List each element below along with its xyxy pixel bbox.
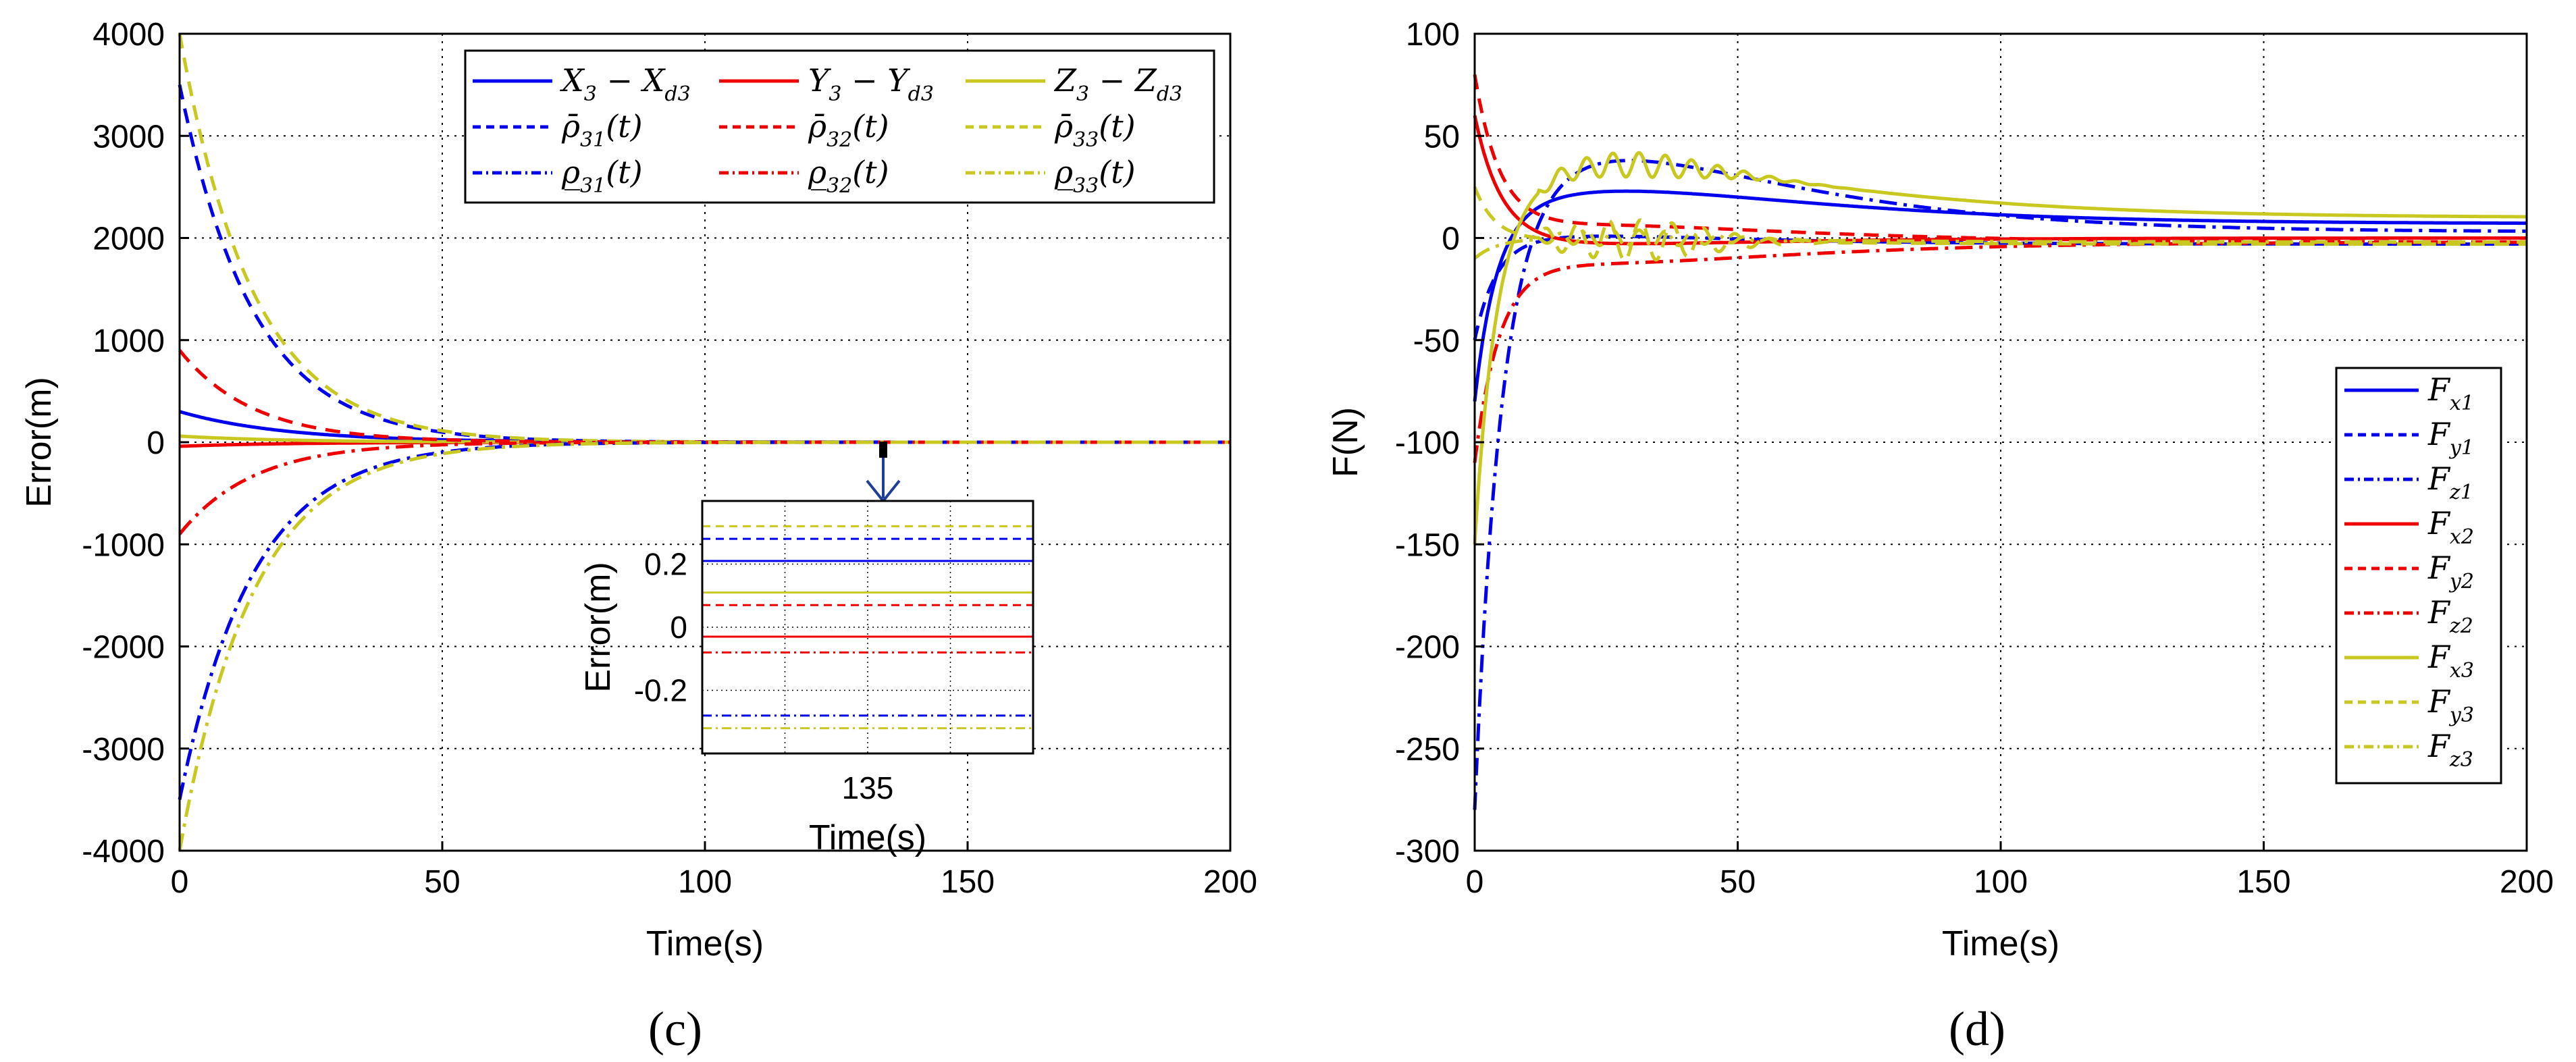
inset-ylabel: Error(m) — [579, 562, 618, 693]
x-tick-label: 150 — [941, 864, 995, 900]
legend-label-Fx1: Fx1 — [2427, 371, 2474, 415]
panel-c-legend-box — [464, 49, 1215, 204]
x-tick-label: 0 — [171, 864, 189, 900]
legend-label-Fz3: Fz3 — [2427, 728, 2473, 772]
series-line-Fx3 — [1473, 151, 2527, 545]
panel-c-ylabel: Error(m) — [20, 377, 59, 508]
y-tick-label: 0 — [1442, 221, 1460, 257]
legend-label-rho31l: ρ̲31(t) — [561, 154, 643, 198]
x-tick-label: 150 — [2236, 864, 2290, 900]
y-tick-label: 3000 — [93, 119, 165, 155]
inset-axes-box — [701, 500, 1034, 755]
y-tick-label: 100 — [1406, 17, 1460, 53]
y-tick-label: 4000 — [93, 17, 165, 53]
legend-label-rho31u: ρ̄31(t) — [561, 108, 643, 152]
panel-d-xlabel: Time(s) — [1942, 924, 2059, 963]
panel-c: 0 50 100 150 200 -4000 -3000 -2000 -1000 0 1000 20… — [20, 17, 1257, 1056]
y-tick-label: -4000 — [82, 834, 165, 870]
legend-label-Fy2: Fy2 — [2427, 550, 2474, 593]
inset-y-tick-label: 0 — [670, 610, 687, 645]
panel-c-caption: (c) — [648, 1002, 702, 1056]
y-tick-label: -300 — [1395, 834, 1460, 870]
y-tick-label: -200 — [1395, 630, 1460, 666]
panel-d-y-ticks: -300 -250 -200 -150 -100 -50 0 50 100 — [1395, 17, 1484, 870]
legend-label-Fx3: Fx3 — [2427, 639, 2474, 683]
x-tick-label: 100 — [1974, 864, 2028, 900]
y-tick-label: 50 — [1424, 119, 1460, 155]
series-line-Fz3 — [1473, 228, 2527, 260]
panel-d-lines — [1473, 74, 2527, 810]
inset-y-tick-label: -0.2 — [634, 673, 687, 708]
panel-d-legend-box — [2335, 367, 2502, 785]
y-tick-label: -2000 — [82, 630, 165, 666]
y-tick-label: 1000 — [93, 323, 165, 359]
x-tick-label: 50 — [1720, 864, 1756, 900]
x-tick-label: 0 — [1466, 864, 1484, 900]
legend-label-rho33l: ρ̲33(t) — [1054, 154, 1136, 198]
legend-label-Z3: Z3 − Zd3 — [1053, 62, 1182, 106]
panel-c-x-ticks: 0 50 100 150 200 — [171, 841, 1257, 900]
legend-label-rho33u: ρ̄33(t) — [1054, 108, 1136, 152]
series-line-X3 — [179, 410, 1230, 444]
legend-label-Fz1: Fz1 — [2427, 460, 2473, 504]
legend-label-Fy1: Fy1 — [2427, 416, 2474, 460]
legend-label-Y3: Y3 − Yd3 — [808, 62, 934, 106]
series-line-Fy3 — [1473, 186, 2527, 263]
x-tick-label: 50 — [424, 864, 460, 900]
x-tick-label: 200 — [1203, 864, 1257, 900]
panel-c-legend: X3 − Xd3 Y3 − Yd3 Z3 − Zd3 ρ̄31(t) ρ̄32(t) ρ̄… — [464, 49, 1215, 204]
y-tick-label: -1000 — [82, 527, 165, 563]
series-line-rho31l — [178, 440, 1230, 800]
inset-xlabel: Time(s) — [809, 818, 926, 857]
panel-c-xlabel: Time(s) — [646, 924, 764, 963]
y-tick-label: -150 — [1395, 527, 1460, 563]
y-tick-label: 2000 — [93, 221, 165, 257]
series-line-Fx1 — [1473, 189, 2527, 402]
legend-label-X3: X3 − Xd3 — [560, 62, 691, 106]
legend-label-rho32u: ρ̄32(t) — [808, 108, 889, 152]
y-tick-label: 0 — [147, 425, 165, 461]
legend-label-Fz2: Fz2 — [2427, 594, 2473, 638]
panel-c-y-ticks: -4000 -3000 -2000 -1000 0 1000 2000 3000 4000 — [82, 17, 189, 870]
inset: 0.2 0 -0.2 135 Time(s) Error(m) — [579, 500, 1034, 857]
y-tick-label: -250 — [1395, 732, 1460, 768]
y-tick-label: -3000 — [82, 732, 165, 768]
zoom-marker — [879, 442, 887, 458]
panel-d-x-ticks: 0 50 100 150 200 — [1466, 841, 2554, 900]
legend-label-Fx2: Fx2 — [2427, 505, 2474, 549]
inset-xtick-label: 135 — [842, 770, 894, 805]
series-line-Fz1 — [1473, 159, 2527, 810]
y-tick-label: -50 — [1413, 323, 1460, 359]
x-tick-label: 200 — [2500, 864, 2554, 900]
y-tick-label: -100 — [1395, 425, 1460, 461]
panel-d-ylabel: F(N) — [1326, 407, 1365, 477]
panel-c-lines — [178, 33, 1230, 851]
panel-d: 0 50 100 150 200 -300 -250 -200 -150 -100 -50 0 50 1… — [1326, 17, 2554, 1056]
x-tick-label: 100 — [678, 864, 732, 900]
series-line-Fz2 — [1473, 240, 2527, 463]
inset-y-tick-label: 0.2 — [644, 547, 687, 582]
legend-label-rho32l: ρ̲32(t) — [808, 154, 889, 198]
legend-label-Fy3: Fy3 — [2427, 683, 2474, 727]
panel-d-caption: (d) — [1949, 1002, 2005, 1056]
series-line-rho33l — [178, 440, 1230, 851]
